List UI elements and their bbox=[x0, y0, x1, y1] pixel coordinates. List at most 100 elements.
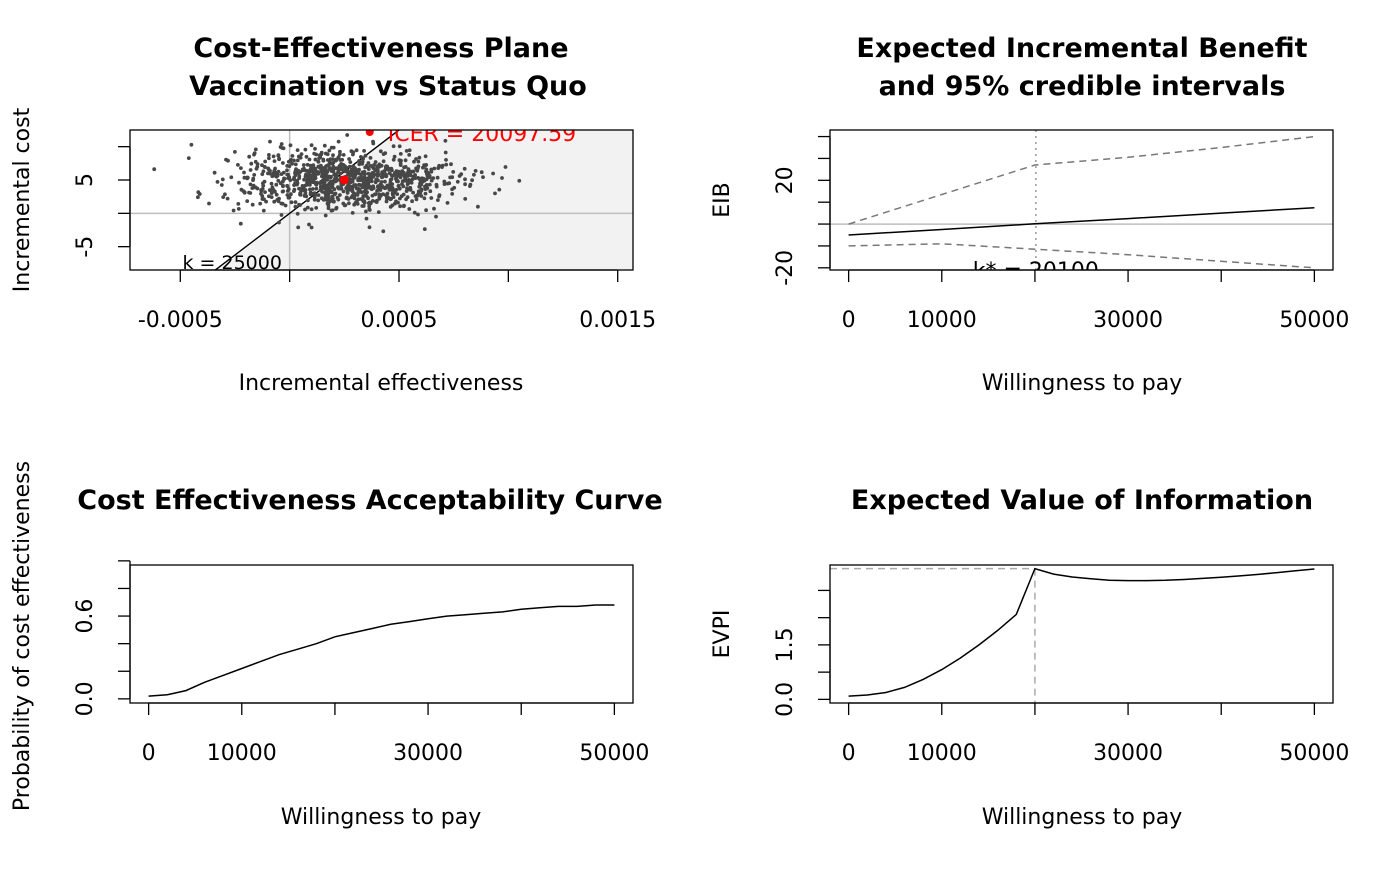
ce-point bbox=[366, 167, 371, 172]
x-tick-label: 0 bbox=[142, 741, 156, 766]
ce-point bbox=[293, 162, 298, 167]
ce-point bbox=[290, 154, 295, 158]
ce-plane-icer-label: ICER = 20097.59 bbox=[388, 122, 576, 147]
ce-point bbox=[274, 174, 279, 179]
ce-point bbox=[286, 195, 291, 200]
ce-point bbox=[323, 213, 328, 218]
ce-point bbox=[359, 190, 363, 194]
ce-point bbox=[260, 194, 265, 198]
ce-point bbox=[370, 193, 375, 198]
ce-point bbox=[292, 189, 296, 194]
ce-point bbox=[314, 152, 319, 157]
ce-point bbox=[455, 179, 460, 184]
ce-point bbox=[332, 172, 337, 177]
ce-point bbox=[152, 167, 157, 172]
ce-point bbox=[320, 172, 325, 177]
ce-point bbox=[362, 169, 367, 174]
ce-point bbox=[242, 170, 246, 175]
ce-plane-y-label: Incremental cost bbox=[10, 107, 35, 292]
ce-point bbox=[444, 162, 449, 167]
ce-point bbox=[316, 198, 321, 203]
ce-point bbox=[317, 156, 322, 161]
ce-point bbox=[313, 157, 318, 162]
ceac-curve bbox=[148, 604, 615, 697]
x-tick-label: 10000 bbox=[207, 741, 277, 766]
ce-point bbox=[353, 175, 357, 180]
ce-point bbox=[331, 153, 335, 158]
ce-point bbox=[399, 194, 404, 199]
y-tick-label: 1.5 bbox=[773, 627, 798, 662]
ce-point bbox=[280, 146, 285, 150]
ce-point bbox=[289, 200, 294, 205]
ceac-x-label: Willingness to pay bbox=[281, 805, 482, 830]
ce-point bbox=[367, 204, 372, 209]
ce-point bbox=[468, 184, 472, 189]
ce-point bbox=[207, 201, 211, 206]
y-tick-label: 5 bbox=[73, 173, 98, 187]
ce-point bbox=[253, 147, 258, 152]
ce-point bbox=[276, 178, 281, 183]
ce-point bbox=[255, 164, 260, 169]
ce-point bbox=[290, 161, 294, 166]
ce-point bbox=[357, 162, 362, 167]
ce-point bbox=[339, 167, 344, 172]
y-tick-label: 0.0 bbox=[73, 681, 98, 716]
ce-point bbox=[326, 206, 331, 211]
ce-point bbox=[493, 191, 497, 196]
ce-point bbox=[432, 166, 437, 171]
ce-point bbox=[450, 192, 455, 196]
ce-point bbox=[323, 151, 328, 156]
x-tick-label: 0 bbox=[842, 741, 856, 766]
ce-point bbox=[318, 181, 323, 186]
ce-point bbox=[250, 202, 255, 207]
x-tick-label: 50000 bbox=[579, 741, 649, 766]
ce-point bbox=[376, 178, 380, 183]
ce-point bbox=[373, 160, 378, 164]
ce-point bbox=[351, 150, 356, 155]
ce-point bbox=[451, 170, 456, 174]
ce-point bbox=[423, 184, 427, 189]
ce-point bbox=[431, 176, 436, 181]
eib-frame bbox=[829, 129, 1334, 271]
ce-point bbox=[361, 194, 366, 199]
ce-point bbox=[360, 204, 365, 208]
ce-point bbox=[371, 174, 376, 179]
ce-point bbox=[353, 183, 358, 187]
ce-point bbox=[374, 167, 378, 172]
ce-point bbox=[350, 211, 355, 215]
ce-point bbox=[381, 192, 385, 197]
ce-point bbox=[384, 164, 389, 169]
ce-point bbox=[419, 187, 424, 192]
ce-point bbox=[316, 193, 321, 198]
ce-point bbox=[312, 197, 317, 202]
ce-point bbox=[356, 171, 361, 176]
ce-point bbox=[331, 199, 336, 204]
ce-point bbox=[313, 192, 318, 197]
ce-point bbox=[356, 178, 360, 183]
ce-point bbox=[269, 191, 274, 196]
ce-point bbox=[463, 182, 467, 187]
ce-point bbox=[279, 142, 284, 146]
ce-point bbox=[225, 196, 230, 201]
ce-point bbox=[424, 208, 428, 213]
ce-point bbox=[303, 207, 307, 212]
ceac-y-axis: 0.0 0.6 bbox=[73, 560, 131, 716]
ce-point bbox=[309, 174, 314, 179]
ce-point bbox=[408, 172, 413, 177]
y-tick-label: 0.6 bbox=[73, 599, 98, 634]
ce-point bbox=[366, 171, 371, 176]
ce-point bbox=[470, 178, 474, 183]
ce-point bbox=[286, 176, 291, 181]
ce-point bbox=[310, 187, 315, 191]
ce-point bbox=[366, 161, 371, 165]
ce-point bbox=[293, 200, 298, 205]
ce-point bbox=[390, 168, 394, 173]
ce-point bbox=[238, 221, 243, 226]
ce-point bbox=[377, 185, 381, 190]
eib-x-label: Willingness to pay bbox=[982, 371, 1183, 396]
ce-point bbox=[414, 197, 419, 202]
ce-point bbox=[285, 172, 290, 177]
ce-point bbox=[408, 186, 413, 190]
ce-point bbox=[434, 214, 438, 219]
ce-point bbox=[367, 225, 372, 230]
